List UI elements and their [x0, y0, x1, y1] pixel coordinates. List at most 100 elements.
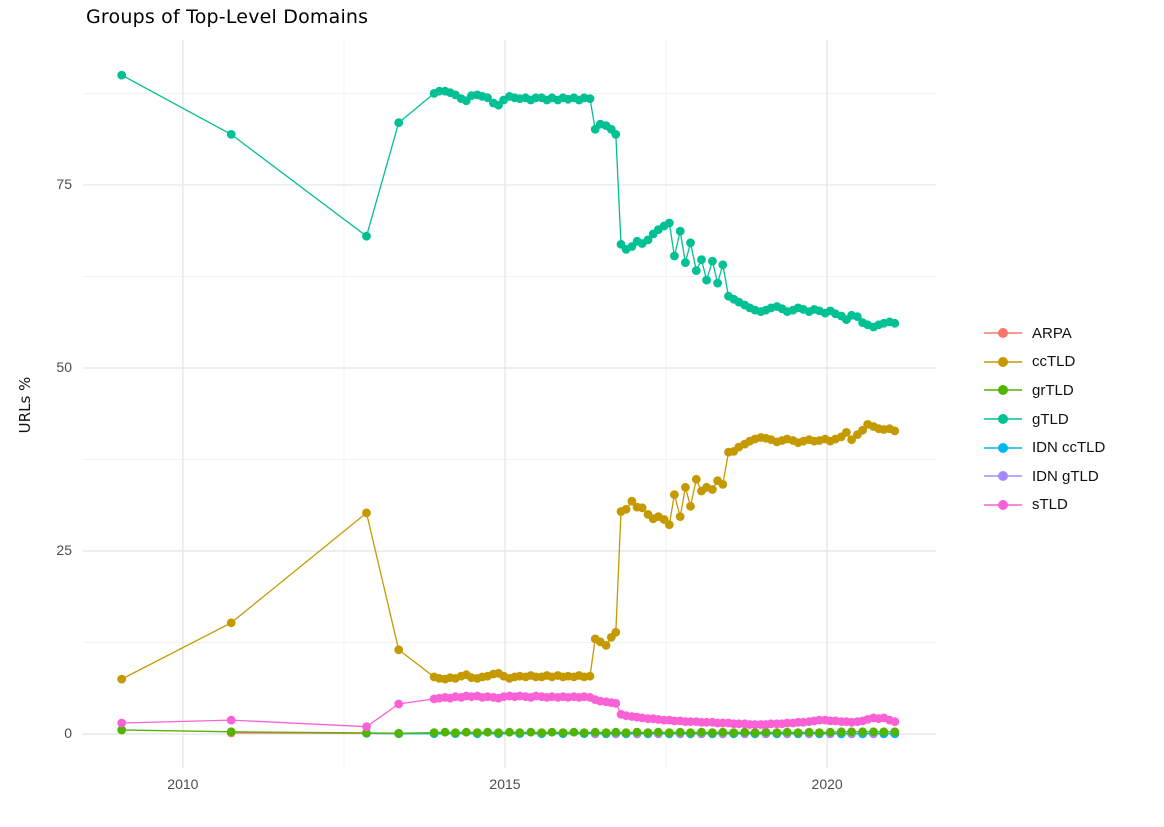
- data-point-cctld: [601, 641, 611, 650]
- data-point-cctld: [637, 503, 647, 513]
- data-point-cctld: [691, 474, 701, 484]
- legend-label: ccTLD: [1032, 353, 1076, 371]
- data-point-stld: [117, 718, 127, 728]
- data-point-cctld: [708, 485, 717, 494]
- data-point-grtld: [643, 728, 653, 737]
- data-point-stld: [394, 699, 404, 709]
- data-point-grtld: [494, 728, 503, 737]
- legend-item-gtld: gTLD: [984, 405, 1105, 434]
- legend-item-stld: sTLD: [984, 491, 1105, 520]
- data-point-stld: [890, 717, 900, 726]
- data-point-cctld: [621, 504, 631, 514]
- data-point-gtld: [394, 118, 404, 128]
- data-point-gtld: [853, 312, 862, 322]
- data-point-gtld: [643, 235, 653, 245]
- data-point-cctld: [842, 428, 851, 437]
- data-point-gtld: [681, 258, 690, 267]
- legend-key-stld: [984, 499, 1022, 510]
- data-point-grtld: [451, 728, 460, 737]
- y-axis-title: URLs %: [16, 376, 34, 434]
- data-point-stld: [362, 722, 371, 732]
- legend: ARPA ccTLD grTLD gTLD IDN ccTLD IDN gTLD sTLD: [984, 319, 1105, 519]
- data-point-gtld: [675, 226, 685, 236]
- data-point-cctld: [847, 435, 856, 445]
- data-point-gtld: [718, 260, 728, 270]
- legend-key-arpa: [984, 328, 1022, 339]
- data-point-cctld: [890, 426, 900, 436]
- data-point-grtld: [793, 728, 803, 737]
- chart-title: Groups of Top-Level Domains: [86, 6, 369, 28]
- data-point-grtld: [686, 728, 695, 737]
- data-point-grtld: [579, 728, 589, 737]
- data-point-gtld: [702, 275, 711, 285]
- legend-key-dot: [998, 414, 1008, 425]
- data-point-grtld: [847, 727, 856, 737]
- data-point-grtld: [472, 728, 482, 737]
- data-point-grtld: [729, 728, 739, 737]
- legend-label: gTLD: [1032, 410, 1069, 428]
- data-point-gtld: [708, 256, 717, 266]
- data-point-gtld: [890, 318, 900, 328]
- data-point-grtld: [858, 727, 867, 737]
- x-tick-label: 2010: [167, 776, 199, 792]
- data-point-gtld: [686, 238, 695, 248]
- data-point-gtld: [691, 266, 701, 275]
- series-gtld: [117, 70, 900, 332]
- data-point-grtld: [547, 727, 557, 737]
- data-point-grtld: [483, 727, 492, 737]
- legend-key-dot: [998, 442, 1008, 453]
- data-point-grtld: [526, 727, 536, 737]
- data-point-grtld: [429, 728, 439, 737]
- data-point-grtld: [718, 727, 728, 737]
- legend-item-arpa: ARPA: [984, 319, 1105, 348]
- legend-item-grtld: grTLD: [984, 376, 1105, 405]
- data-point-gtld: [226, 130, 236, 139]
- data-point-cctld: [611, 627, 621, 637]
- data-point-cctld: [585, 671, 595, 681]
- data-point-grtld: [825, 727, 835, 737]
- data-point-grtld: [505, 727, 514, 737]
- data-point-gtld: [713, 278, 722, 288]
- legend-key-dot: [998, 499, 1008, 510]
- data-point-gtld: [585, 94, 595, 103]
- legend-key-dot: [998, 385, 1008, 396]
- data-point-grtld: [750, 728, 760, 737]
- data-point-grtld: [611, 727, 621, 737]
- data-point-gtld: [483, 93, 492, 103]
- data-point-grtld: [537, 728, 547, 737]
- data-point-grtld: [632, 727, 642, 737]
- data-point-grtld: [226, 727, 236, 737]
- data-point-gtld: [664, 218, 674, 228]
- data-point-grtld: [394, 728, 404, 738]
- series-line-gtld: [121, 74, 895, 328]
- data-point-grtld: [697, 727, 706, 737]
- data-point-grtld: [772, 728, 782, 737]
- legend-item-cctld: ccTLD: [984, 348, 1105, 377]
- data-point-grtld: [869, 727, 878, 737]
- data-point-grtld: [515, 728, 525, 737]
- data-point-cctld: [718, 480, 728, 489]
- data-point-grtld: [117, 725, 127, 735]
- data-point-grtld: [675, 727, 685, 737]
- data-point-grtld: [890, 727, 900, 737]
- data-point-grtld: [664, 728, 674, 737]
- legend-label: IDN gTLD: [1032, 467, 1099, 485]
- legend-item-idn-cctld: IDN ccTLD: [984, 433, 1105, 462]
- data-point-grtld: [362, 728, 371, 738]
- legend-key-grtld: [984, 385, 1022, 396]
- data-point-cctld: [226, 618, 236, 628]
- data-point-grtld: [761, 727, 771, 737]
- data-point-cctld: [117, 674, 127, 684]
- data-point-grtld: [708, 728, 717, 737]
- data-point-gtld: [697, 255, 706, 264]
- data-point-grtld: [621, 728, 631, 737]
- data-point-cctld: [627, 496, 637, 506]
- x-tick-label: 2020: [811, 776, 843, 792]
- legend-key-idn-cctld: [984, 442, 1022, 453]
- data-point-grtld: [879, 727, 889, 737]
- data-point-gtld: [117, 70, 127, 80]
- data-point-cctld: [686, 501, 695, 511]
- x-tick-label: 2015: [489, 776, 521, 792]
- data-point-grtld: [740, 727, 750, 737]
